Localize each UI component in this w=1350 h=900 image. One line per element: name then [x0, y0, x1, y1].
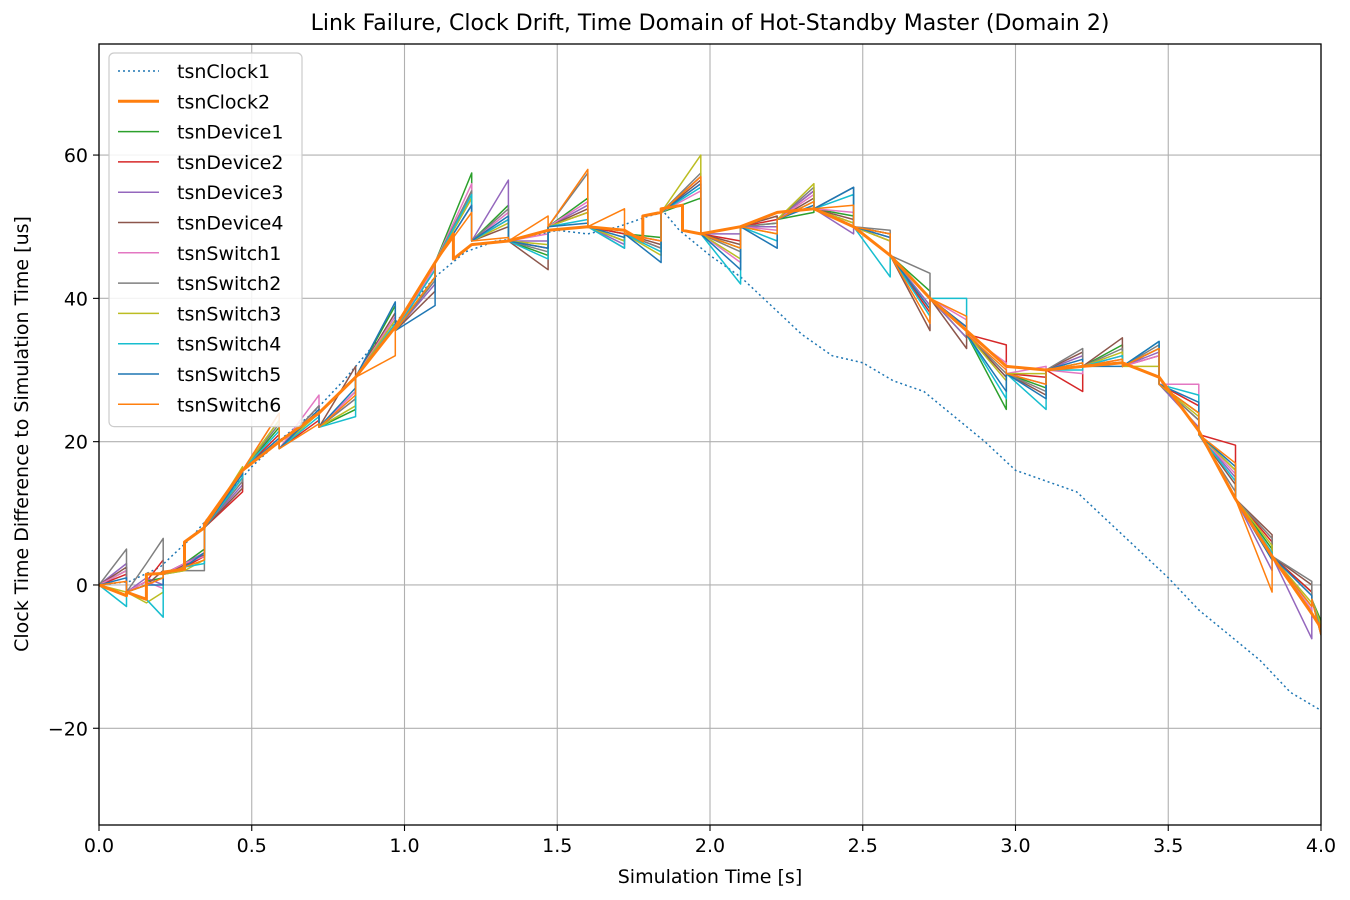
- legend-label: tsnDevice1: [177, 122, 283, 144]
- x-tick-label: 3.5: [1153, 835, 1183, 857]
- x-tick-label: 0.5: [237, 835, 267, 857]
- legend-label: tsnDevice2: [177, 152, 283, 174]
- x-axis: 0.0 0.5 1.0 1.5 2.0 2.5 3.0 3.5 4.0: [84, 825, 1336, 857]
- x-tick-label: 0.0: [84, 835, 114, 857]
- legend-label: tsnDevice3: [177, 182, 283, 204]
- series-layer: [99, 154, 1321, 712]
- legend-label: tsnSwitch3: [177, 303, 281, 325]
- y-tick-label: 60: [64, 145, 88, 167]
- legend-label: tsnDevice4: [177, 213, 283, 235]
- y-tick-label: 40: [64, 288, 88, 310]
- chart-title: Link Failure, Clock Drift, Time Domain o…: [311, 11, 1110, 36]
- x-tick-label: 2.5: [848, 835, 878, 857]
- legend-label: tsnSwitch6: [177, 394, 281, 416]
- y-tick-label: −20: [48, 718, 88, 740]
- legend-label: tsnSwitch5: [177, 364, 281, 386]
- x-axis-label: Simulation Time [s]: [618, 866, 803, 888]
- x-tick-label: 4.0: [1306, 835, 1336, 857]
- x-tick-label: 1.0: [389, 835, 419, 857]
- y-axis: −20 0 20 40 60: [48, 145, 99, 740]
- legend-label: tsnSwitch4: [177, 334, 281, 356]
- legend-label: tsnSwitch1: [177, 243, 281, 265]
- x-tick-label: 3.0: [1000, 835, 1030, 857]
- y-tick-label: 20: [64, 432, 88, 454]
- legend-label: tsnClock1: [177, 61, 270, 83]
- y-axis-label: Clock Time Difference to Simulation Time…: [11, 216, 33, 652]
- legend-label: tsnSwitch2: [177, 273, 281, 295]
- y-tick-label: 0: [76, 575, 88, 597]
- legend: tsnClock1 tsnClock2 tsnDevice1 tsnDevice2 ts…: [108, 52, 303, 428]
- series-line-tsnclock2: [99, 203, 1321, 629]
- legend-label: tsnClock2: [177, 91, 270, 113]
- x-tick-label: 2.0: [695, 835, 725, 857]
- x-tick-label: 1.5: [542, 835, 572, 857]
- legend-box: [108, 52, 303, 428]
